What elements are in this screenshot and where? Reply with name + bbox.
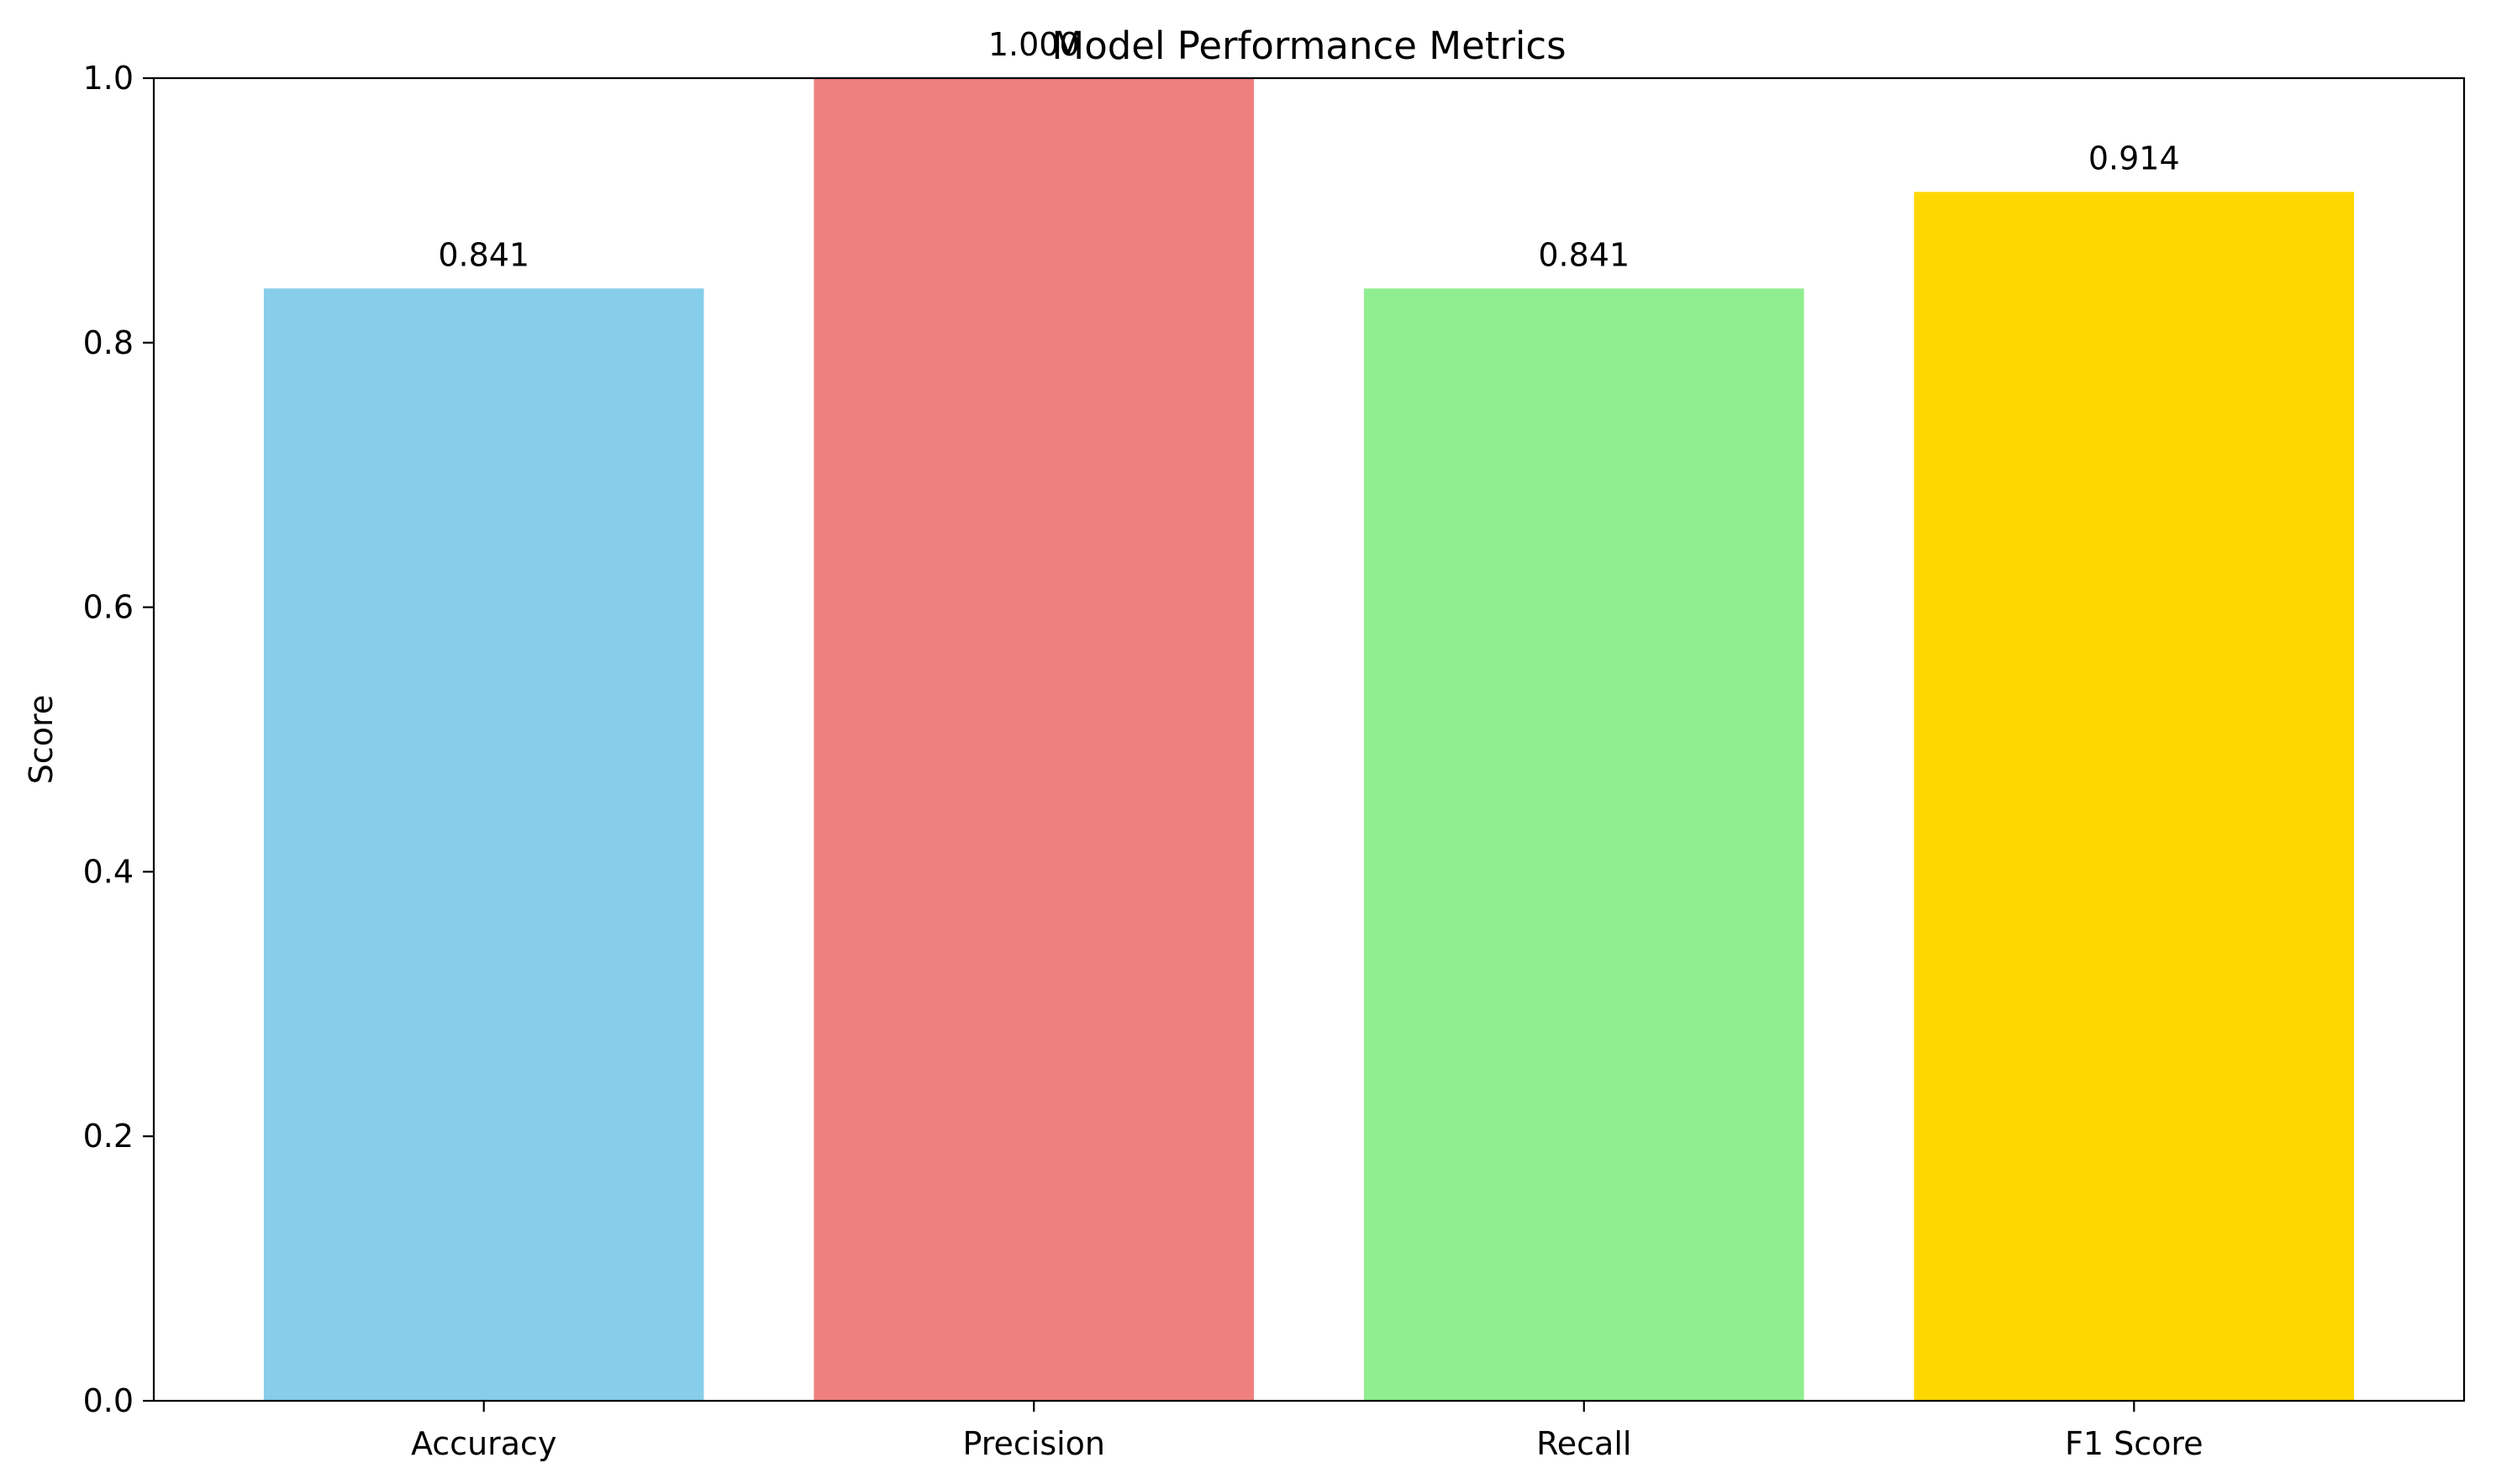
plot-frame <box>152 76 2466 1402</box>
y-tick-label: 1.0 <box>83 60 134 97</box>
data-label-precision: 1.000 <box>988 26 1080 63</box>
bar-f1-score <box>1914 192 2355 1401</box>
bar-recall <box>1363 288 1804 1401</box>
axes: 0.0 0.2 0.4 0.6 0.8 1.0 Accuracy Precision Recal… <box>83 60 2466 1462</box>
bar-accuracy <box>263 288 704 1401</box>
y-tick-label: 0.0 <box>83 1382 134 1419</box>
data-label-recall: 0.841 <box>1538 236 1630 273</box>
y-tick-label: 0.2 <box>83 1118 134 1155</box>
y-tick-label: 0.8 <box>83 324 134 361</box>
x-tick-label: F1 Score <box>2065 1425 2204 1462</box>
y-axis-label: Score <box>23 695 60 784</box>
data-label-accuracy: 0.841 <box>438 236 529 273</box>
x-tick-label: Precision <box>962 1425 1105 1462</box>
x-tick-label: Accuracy <box>411 1425 557 1462</box>
bars <box>263 78 2355 1401</box>
chart-title: Model Performance Metrics <box>1051 24 1566 68</box>
y-tick-label: 0.4 <box>83 853 134 890</box>
data-label-f1-score: 0.914 <box>2088 139 2180 176</box>
bar-precision <box>814 78 1255 1401</box>
x-tick-label: Recall <box>1536 1425 1631 1462</box>
data-labels: 0.841 1.000 0.841 0.914 <box>438 26 2179 273</box>
y-tick-label: 0.6 <box>83 589 134 626</box>
